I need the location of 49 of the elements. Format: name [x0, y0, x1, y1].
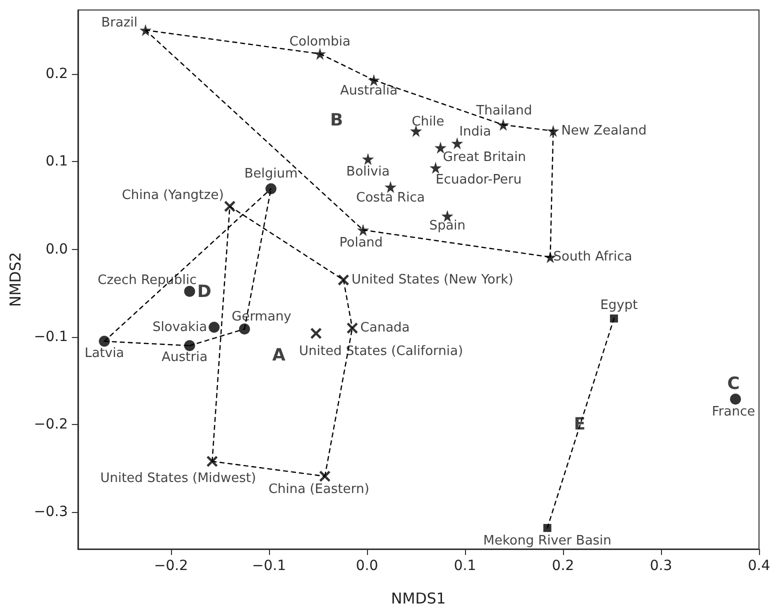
annotation: New Zealand — [561, 123, 647, 138]
annotation: United States (New York) — [351, 272, 514, 288]
annotation: Costa Rica — [356, 190, 425, 206]
annotation: E — [574, 414, 586, 435]
annotation: Czech Republic — [98, 272, 197, 288]
annotation: Mekong River Basin — [483, 533, 612, 548]
x-tick-label: 0.4 — [748, 558, 770, 574]
annotation: B — [330, 110, 344, 130]
annotation: D — [197, 282, 212, 302]
annotation: South Africa — [553, 250, 632, 265]
x-tick-label: 0.3 — [650, 558, 672, 574]
annotation: Germany — [232, 310, 292, 325]
annotation: Ecuador-Peru — [436, 172, 522, 188]
x-tick-label: 0.2 — [552, 558, 574, 574]
annotation: Spain — [429, 218, 466, 234]
y-tick-label: 0.2 — [46, 66, 68, 82]
annotation: Belgium — [244, 166, 298, 182]
y-tick-label: 0.0 — [46, 241, 68, 258]
annotation: Thailand — [475, 103, 532, 118]
y-tick-label: −0.3 — [34, 504, 68, 520]
annotation: Great Britain — [442, 150, 526, 166]
annotation: Bolivia — [346, 164, 390, 180]
x-tick-label: −0.2 — [154, 558, 188, 574]
y-tick-label: −0.1 — [34, 328, 68, 345]
annotation: India — [459, 124, 492, 140]
x-tick-label: 0.1 — [454, 558, 476, 574]
annotation: France — [712, 404, 756, 420]
annotation: A — [272, 345, 286, 366]
annotation: United States (Midwest) — [100, 470, 256, 486]
annotation: Canada — [360, 320, 410, 336]
annotation: C — [727, 374, 740, 394]
y-tick-label: 0.1 — [46, 154, 68, 170]
y-axis-title: NMDS2 — [6, 252, 24, 307]
annotation: Austria — [162, 350, 208, 366]
annotation: United States (California) — [299, 344, 464, 359]
annotation: Poland — [339, 235, 383, 250]
annotation: China (Eastern) — [268, 482, 370, 497]
y-tick-label: −0.2 — [34, 416, 68, 433]
annotation: Brazil — [101, 16, 138, 31]
annotation: Australia — [340, 84, 398, 99]
x-tick-label: 0.0 — [356, 558, 378, 574]
annotation: Slovakia — [152, 320, 208, 335]
annotation: Latvia — [84, 346, 124, 361]
annotation: Chile — [412, 114, 444, 130]
x-axis-title: NMDS1 — [391, 590, 446, 608]
x-tick-label: −0.1 — [252, 558, 286, 574]
annotation: Egypt — [600, 298, 638, 313]
annotation: China (Yangtze) — [122, 188, 224, 203]
annotation: Colombia — [289, 34, 351, 50]
